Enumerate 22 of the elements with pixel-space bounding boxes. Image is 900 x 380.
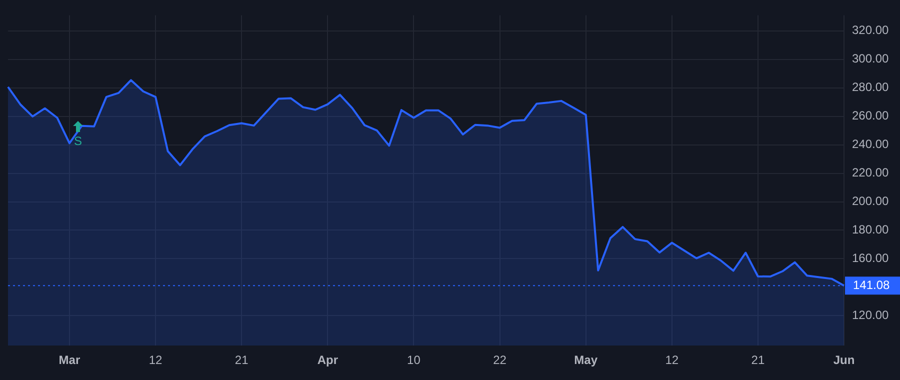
annotation: S [74,134,82,148]
y-tick-label: 300.00 [852,52,890,66]
y-tick-label: 180.00 [852,222,890,237]
x-tick-label: Mar [58,353,80,368]
x-tick-label: 12 [148,353,163,368]
x-tick-label: Jun [833,353,855,368]
x-tick-label: 21 [751,353,765,368]
x-tick-label: Apr [317,353,338,368]
ref-line-label: 141.08 [853,278,890,292]
x-tick-label: 21 [234,353,249,368]
x-tick-label: 12 [665,353,679,368]
y-tick-label: 160.00 [852,251,890,266]
y-tick-label: 240.00 [852,137,890,152]
x-tick-label: May [574,353,598,368]
y-tick-label: 280.00 [852,80,890,94]
y-tick-label: 200.00 [852,194,890,208]
y-tick-label: 220.00 [852,166,890,180]
x-tick-label: 10 [407,353,421,368]
y-tick-label: 120.00 [852,308,890,322]
x-tick-label: 22 [493,353,507,368]
y-tick-label: 320.00 [852,23,890,38]
y-tick-label: 260.00 [852,108,890,123]
